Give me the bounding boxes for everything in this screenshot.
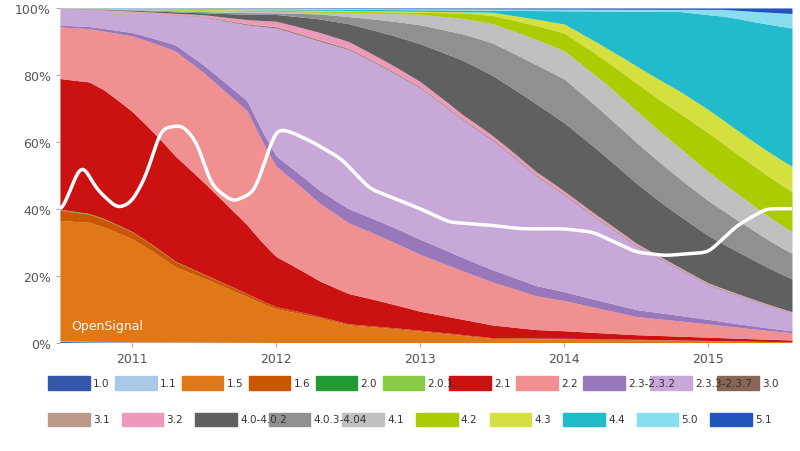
Text: 3.2: 3.2 (166, 414, 183, 424)
Text: 4.0-4.0.2: 4.0-4.0.2 (240, 414, 286, 424)
Text: 5.0: 5.0 (682, 414, 698, 424)
Text: 4.2: 4.2 (461, 414, 478, 424)
Text: 1.6: 1.6 (294, 378, 310, 388)
Text: 5.1: 5.1 (755, 414, 772, 424)
Text: 3.1: 3.1 (93, 414, 110, 424)
Text: 1.0: 1.0 (93, 378, 110, 388)
Text: 1.5: 1.5 (226, 378, 243, 388)
Text: 2.0: 2.0 (361, 378, 377, 388)
Text: 4.0.3-4.04: 4.0.3-4.04 (314, 414, 367, 424)
Text: 2.0.1: 2.0.1 (427, 378, 454, 388)
Text: 2.3-2.3.2: 2.3-2.3.2 (628, 378, 675, 388)
Text: 2.3.3-2.3.7: 2.3.3-2.3.7 (695, 378, 752, 388)
Text: 4.1: 4.1 (387, 414, 404, 424)
Text: 2.1: 2.1 (494, 378, 511, 388)
Text: 3.0: 3.0 (762, 378, 778, 388)
Text: 2.2: 2.2 (561, 378, 578, 388)
Text: 4.4: 4.4 (608, 414, 625, 424)
Text: 4.3: 4.3 (534, 414, 551, 424)
Text: OpenSignal: OpenSignal (71, 320, 143, 333)
Text: 1.1: 1.1 (160, 378, 176, 388)
